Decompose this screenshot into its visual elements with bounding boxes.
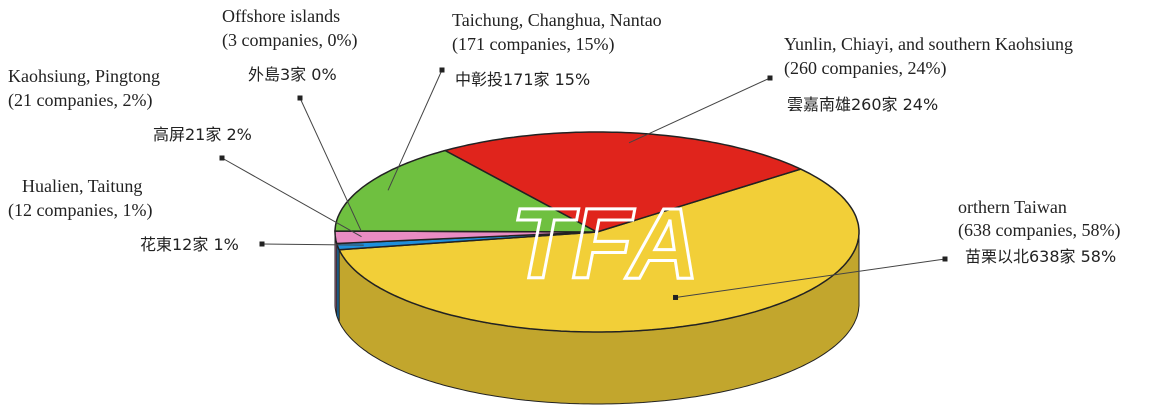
leader-line — [675, 258, 946, 298]
label-zh: 中彰投171家 15% — [455, 70, 590, 89]
slice — [334, 230, 598, 245]
category-label: Offshore islands — [222, 6, 340, 26]
category-label: Taichung, Changhua, Nantao — [452, 10, 662, 30]
value-label: (12 companies, 1%) — [8, 200, 152, 221]
leader-dot — [942, 256, 948, 262]
leader-dot — [439, 67, 445, 73]
slice — [334, 149, 598, 233]
label-zh: 雲嘉南雄260家 24% — [787, 95, 938, 114]
category-label: Hualien, Taitung — [22, 176, 142, 196]
leader-dot — [673, 294, 679, 300]
leader-line — [628, 77, 771, 144]
label-zh: 高屏21家 2% — [153, 125, 252, 144]
label-zh: 花東12家 1% — [140, 235, 239, 254]
watermark: TFA — [511, 188, 700, 300]
leader-line — [387, 69, 443, 191]
leader-dot — [259, 241, 265, 247]
leader-line — [299, 97, 362, 232]
category-label: orthern Taiwan — [958, 197, 1067, 217]
leader-line — [221, 157, 362, 238]
value-label: (3 companies, 0%) — [222, 30, 357, 51]
label-zh: 苗栗以北638家 58% — [965, 247, 1116, 266]
value-label: (21 companies, 2%) — [8, 90, 152, 111]
label-zh: 外島3家 0% — [248, 65, 337, 84]
category-label: Yunlin, Chiayi, and southern Kaohsiung — [784, 34, 1073, 54]
category-label: Kaohsiung, Pingtong — [8, 66, 160, 86]
leader-line — [261, 243, 364, 246]
slice — [337, 168, 860, 333]
value-label: (260 companies, 24%) — [784, 58, 946, 79]
leader-dot — [767, 75, 773, 81]
value-label: (638 companies, 58%) — [958, 220, 1120, 241]
leader-dot — [219, 155, 225, 161]
value-label: (171 companies, 15%) — [452, 34, 614, 55]
leader-dot — [297, 95, 303, 101]
slice — [443, 131, 803, 233]
